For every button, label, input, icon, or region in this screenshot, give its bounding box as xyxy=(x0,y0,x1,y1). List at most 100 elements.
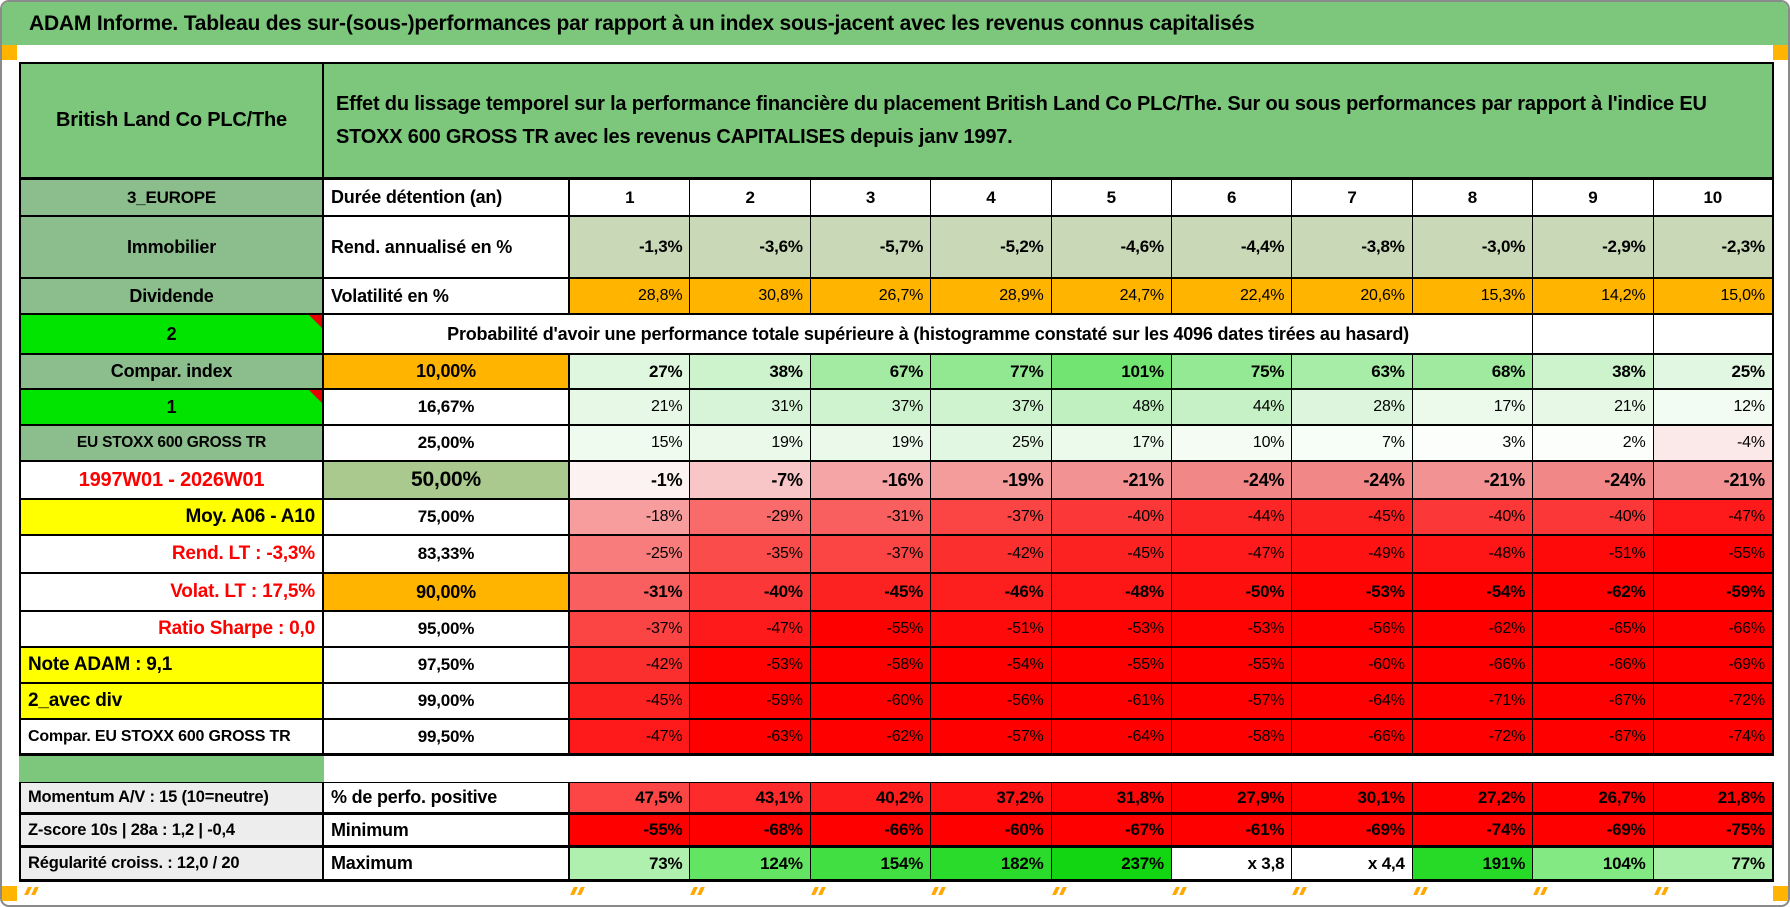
p995-col4[interactable]: -57% xyxy=(931,720,1052,756)
p995-col9[interactable]: -67% xyxy=(1533,720,1654,756)
p10-col9[interactable]: 38% xyxy=(1533,355,1654,390)
p10-col6[interactable]: 75% xyxy=(1171,355,1293,390)
p83-col1[interactable]: -25% xyxy=(570,536,691,574)
p50-col8[interactable]: -21% xyxy=(1412,462,1534,500)
p83-label[interactable]: Rend. LT : -3,3% xyxy=(19,536,324,574)
p99-col3[interactable]: -60% xyxy=(810,684,932,720)
duree-detention-col7[interactable]: 7 xyxy=(1292,180,1413,217)
p10-sublabel[interactable]: 10,00% xyxy=(324,355,570,390)
p10-col8[interactable]: 68% xyxy=(1412,355,1534,390)
p16-col7[interactable]: 28% xyxy=(1292,390,1413,426)
duree-detention-col5[interactable]: 5 xyxy=(1051,180,1172,217)
p99-col7[interactable]: -64% xyxy=(1292,684,1413,720)
p90-sublabel[interactable]: 90,00% xyxy=(324,574,570,612)
p975-col3[interactable]: -58% xyxy=(810,648,932,684)
p995-sublabel[interactable]: 99,50% xyxy=(324,720,570,756)
probabilite-merged-text[interactable]: Probabilité d'avoir une performance tota… xyxy=(324,315,1534,355)
p25-col8[interactable]: 3% xyxy=(1412,426,1534,462)
p50-col3[interactable]: -16% xyxy=(810,462,932,500)
rend-annualise-col4[interactable]: -5,2% xyxy=(931,217,1052,279)
volatilite-col2[interactable]: 30,8% xyxy=(690,279,811,315)
p50-col5[interactable]: -21% xyxy=(1051,462,1172,500)
p995-col2[interactable]: -63% xyxy=(690,720,811,756)
duree-detention-col1[interactable]: 1 xyxy=(570,180,691,217)
perfo-positive-col7[interactable]: 30,1% xyxy=(1292,783,1413,815)
p90-col9[interactable]: -62% xyxy=(1533,574,1654,612)
p995-col1[interactable]: -47% xyxy=(570,720,691,756)
p975-col8[interactable]: -66% xyxy=(1412,648,1534,684)
p25-label[interactable]: EU STOXX 600 GROSS TR xyxy=(19,426,324,462)
p25-col9[interactable]: 2% xyxy=(1533,426,1654,462)
p16-col8[interactable]: 17% xyxy=(1412,390,1534,426)
minimum-col5[interactable]: -67% xyxy=(1051,815,1172,848)
p25-col2[interactable]: 19% xyxy=(690,426,811,462)
p995-col7[interactable]: -66% xyxy=(1292,720,1413,756)
rend-annualise-col7[interactable]: -3,8% xyxy=(1292,217,1413,279)
p50-col1[interactable]: -1% xyxy=(570,462,691,500)
perfo-positive-col8[interactable]: 27,2% xyxy=(1412,783,1534,815)
p83-col7[interactable]: -49% xyxy=(1292,536,1413,574)
maximum-col5[interactable]: 237% xyxy=(1051,848,1172,882)
volatilite-col10[interactable]: 15,0% xyxy=(1653,279,1774,315)
p25-col3[interactable]: 19% xyxy=(810,426,932,462)
p975-sublabel[interactable]: 97,50% xyxy=(324,648,570,684)
volatilite-col9[interactable]: 14,2% xyxy=(1533,279,1654,315)
p50-col4[interactable]: -19% xyxy=(931,462,1052,500)
perfo-positive-col2[interactable]: 43,1% xyxy=(690,783,811,815)
volatilite-col8[interactable]: 15,3% xyxy=(1412,279,1534,315)
volatilite-sublabel[interactable]: Volatilité en % xyxy=(324,279,570,315)
p16-col5[interactable]: 48% xyxy=(1051,390,1172,426)
minimum-col6[interactable]: -61% xyxy=(1171,815,1293,848)
p995-label[interactable]: Compar. EU STOXX 600 GROSS TR xyxy=(19,720,324,756)
perfo-positive-col6[interactable]: 27,9% xyxy=(1171,783,1293,815)
p75-col5[interactable]: -40% xyxy=(1051,500,1172,536)
p95-col5[interactable]: -53% xyxy=(1051,612,1172,648)
minimum-col4[interactable]: -60% xyxy=(931,815,1052,848)
maximum-col10[interactable]: 77% xyxy=(1653,848,1774,882)
p25-col6[interactable]: 10% xyxy=(1171,426,1293,462)
perfo-positive-col10[interactable]: 21,8% xyxy=(1653,783,1774,815)
minimum-col3[interactable]: -66% xyxy=(810,815,932,848)
p10-col7[interactable]: 63% xyxy=(1292,355,1413,390)
p90-col3[interactable]: -45% xyxy=(810,574,932,612)
p50-col6[interactable]: -24% xyxy=(1171,462,1293,500)
p99-col8[interactable]: -71% xyxy=(1412,684,1534,720)
p90-col10[interactable]: -59% xyxy=(1653,574,1774,612)
p75-col2[interactable]: -29% xyxy=(690,500,811,536)
p83-col9[interactable]: -51% xyxy=(1533,536,1654,574)
p95-col9[interactable]: -65% xyxy=(1533,612,1654,648)
maximum-col6[interactable]: x 3,8 xyxy=(1171,848,1293,882)
perfo-positive-label[interactable]: Momentum A/V : 15 (10=neutre) xyxy=(19,783,324,815)
p975-col4[interactable]: -54% xyxy=(931,648,1052,684)
minimum-col1[interactable]: -55% xyxy=(570,815,691,848)
p95-sublabel[interactable]: 95,00% xyxy=(324,612,570,648)
p16-label[interactable]: 1 xyxy=(19,390,324,426)
probabilite-col10[interactable] xyxy=(1653,315,1774,355)
duree-detention-col3[interactable]: 3 xyxy=(810,180,932,217)
p95-col8[interactable]: -62% xyxy=(1412,612,1534,648)
p83-col8[interactable]: -48% xyxy=(1412,536,1534,574)
perfo-positive-sublabel[interactable]: % de perfo. positive xyxy=(324,783,570,815)
p90-col5[interactable]: -48% xyxy=(1051,574,1172,612)
p90-label[interactable]: Volat. LT : 17,5% xyxy=(19,574,324,612)
maximum-col4[interactable]: 182% xyxy=(931,848,1052,882)
p25-col1[interactable]: 15% xyxy=(570,426,691,462)
minimum-col10[interactable]: -75% xyxy=(1653,815,1774,848)
rend-annualise-label[interactable]: Immobilier xyxy=(19,217,324,279)
volatilite-col4[interactable]: 28,9% xyxy=(931,279,1052,315)
p99-col2[interactable]: -59% xyxy=(690,684,811,720)
minimum-col2[interactable]: -68% xyxy=(690,815,811,848)
duree-detention-col8[interactable]: 8 xyxy=(1412,180,1534,217)
minimum-sublabel[interactable]: Minimum xyxy=(324,815,570,848)
probabilite-col9[interactable] xyxy=(1533,315,1654,355)
minimum-label[interactable]: Z-score 10s | 28a : 1,2 | -0,4 xyxy=(19,815,324,848)
p995-col8[interactable]: -72% xyxy=(1412,720,1534,756)
p10-col3[interactable]: 67% xyxy=(810,355,932,390)
p95-col7[interactable]: -56% xyxy=(1292,612,1413,648)
p75-col1[interactable]: -18% xyxy=(570,500,691,536)
p975-col7[interactable]: -60% xyxy=(1292,648,1413,684)
p10-label[interactable]: Compar. index xyxy=(19,355,324,390)
p16-col9[interactable]: 21% xyxy=(1533,390,1654,426)
p83-col5[interactable]: -45% xyxy=(1051,536,1172,574)
p10-col10[interactable]: 25% xyxy=(1653,355,1774,390)
